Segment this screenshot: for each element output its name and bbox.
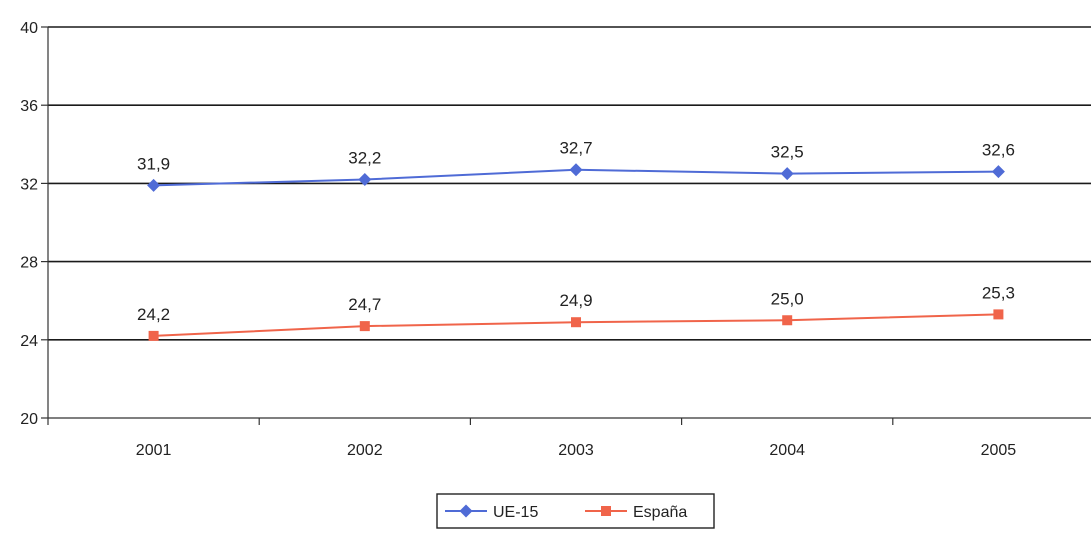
data-point-ue15 [358, 172, 372, 186]
legend-marker-espana [601, 506, 611, 516]
data-label-espana: 24,2 [137, 305, 170, 324]
y-tick-label: 24 [20, 333, 38, 350]
data-point-espana [782, 315, 793, 326]
legend-box: UE-15 España [436, 493, 715, 529]
x-tick-label: 2002 [347, 442, 383, 459]
data-point-ue15 [147, 178, 161, 192]
data-labels: 31,9 32,2 32,7 32,5 32,6 24,2 24,7 24,9 25,0 25,3 [137, 139, 1015, 324]
data-label-ue15: 31,9 [137, 154, 170, 173]
legend-marker-ue15 [459, 504, 473, 518]
data-point-ue15 [569, 163, 583, 177]
series-espana [148, 309, 1004, 341]
data-point-ue15 [780, 167, 794, 181]
data-label-ue15: 32,2 [348, 148, 381, 167]
y-tick-label: 36 [20, 98, 38, 115]
data-label-espana: 25,0 [771, 289, 804, 308]
data-label-ue15: 32,5 [771, 143, 804, 162]
x-tick-label: 2004 [769, 442, 805, 459]
data-label-espana: 25,3 [982, 283, 1015, 302]
data-label-espana: 24,7 [348, 295, 381, 314]
data-point-espana [571, 317, 581, 328]
data-point-espana [359, 321, 370, 332]
data-point-ue15 [991, 165, 1005, 179]
series-ue15 [147, 163, 1005, 192]
legend-label-espana: España [633, 504, 687, 521]
data-label-ue15: 32,7 [559, 139, 592, 158]
axes: 20 24 28 32 36 40 2001 2002 2003 2004 2005 [20, 20, 1091, 459]
y-tick-label: 28 [20, 255, 38, 272]
x-tick-label: 2005 [981, 442, 1017, 459]
data-point-espana [148, 330, 159, 341]
data-label-ue15: 32,6 [982, 141, 1015, 160]
x-tick-label: 2001 [136, 442, 172, 459]
legend: UE-15 España [436, 493, 715, 529]
legend-label-ue15: UE-15 [493, 504, 538, 521]
y-tick-label: 40 [20, 20, 38, 37]
x-tick-label: 2003 [558, 442, 594, 459]
series-group [147, 163, 1005, 341]
y-tick-label: 20 [20, 411, 38, 428]
data-point-espana [993, 309, 1004, 320]
data-label-espana: 24,9 [559, 291, 592, 310]
y-tick-label: 32 [20, 176, 38, 193]
